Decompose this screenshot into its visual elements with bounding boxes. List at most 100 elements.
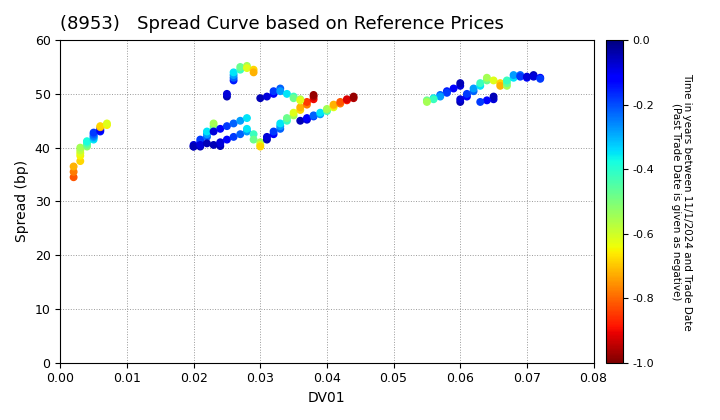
Point — [461, 93, 472, 100]
Point — [421, 99, 433, 105]
Point — [288, 109, 300, 116]
Point — [254, 143, 266, 150]
Point — [348, 93, 359, 100]
Point — [501, 82, 513, 89]
Point — [248, 136, 259, 143]
Point — [474, 82, 486, 89]
Point — [308, 112, 320, 119]
Text: (8953)   Spread Curve based on Reference Prices: (8953) Spread Curve based on Reference P… — [60, 15, 504, 33]
Point — [421, 97, 433, 104]
Point — [268, 91, 279, 97]
Point — [261, 136, 273, 143]
Point — [294, 107, 306, 113]
Point — [74, 144, 86, 151]
Point — [194, 136, 206, 143]
Point — [268, 131, 279, 138]
Point — [88, 131, 99, 138]
Point — [74, 152, 86, 159]
Point — [321, 105, 333, 112]
Point — [428, 95, 439, 102]
Point — [208, 120, 220, 127]
Point — [294, 104, 306, 111]
Point — [208, 142, 220, 148]
Point — [208, 123, 220, 129]
Point — [102, 120, 113, 127]
Point — [301, 99, 312, 105]
Point — [221, 91, 233, 97]
Point — [282, 118, 293, 124]
Point — [488, 93, 500, 100]
Point — [474, 99, 486, 105]
Point — [88, 136, 99, 143]
Point — [81, 140, 93, 147]
Point — [428, 96, 439, 102]
Point — [274, 120, 286, 127]
Point — [201, 131, 212, 138]
Point — [268, 88, 279, 94]
Point — [235, 66, 246, 73]
Point — [261, 93, 273, 100]
Point — [221, 93, 233, 100]
Point — [74, 158, 86, 165]
Point — [301, 115, 312, 121]
Point — [248, 69, 259, 76]
Y-axis label: Time in years between 11/1/2024 and Trade Date
(Past Trade Date is given as nega: Time in years between 11/1/2024 and Trad… — [671, 73, 693, 330]
Point — [461, 91, 472, 97]
Point — [468, 88, 480, 94]
Point — [188, 143, 199, 150]
Point — [254, 142, 266, 148]
Point — [315, 111, 326, 118]
Point — [335, 100, 346, 107]
Point — [515, 74, 526, 80]
Point — [515, 72, 526, 79]
Point — [328, 102, 339, 109]
Point — [488, 96, 500, 102]
Point — [441, 88, 453, 94]
Point — [235, 64, 246, 71]
Point — [468, 85, 480, 92]
Point — [88, 134, 99, 141]
Point — [228, 77, 239, 84]
Point — [241, 63, 253, 69]
Point — [508, 74, 519, 81]
Point — [288, 112, 300, 119]
Point — [315, 109, 326, 116]
Point — [341, 97, 353, 104]
Point — [215, 126, 226, 132]
Point — [282, 115, 293, 121]
Point — [68, 174, 79, 181]
Point — [194, 139, 206, 146]
Point — [254, 95, 266, 102]
Point — [454, 80, 466, 87]
Point — [228, 74, 239, 81]
Point — [481, 77, 492, 84]
Point — [94, 128, 106, 135]
Point — [235, 131, 246, 138]
Point — [215, 143, 226, 150]
Point — [474, 80, 486, 87]
Point — [201, 128, 212, 135]
Point — [241, 65, 253, 71]
Point — [274, 85, 286, 92]
Point — [241, 115, 253, 121]
Point — [294, 118, 306, 124]
Point — [228, 72, 239, 79]
Point — [228, 69, 239, 76]
Point — [534, 76, 546, 82]
Point — [308, 96, 320, 102]
Point — [254, 139, 266, 146]
Point — [528, 74, 539, 80]
Point — [228, 120, 239, 127]
Point — [94, 123, 106, 129]
Point — [221, 136, 233, 143]
X-axis label: DV01: DV01 — [308, 391, 346, 405]
Point — [321, 108, 333, 114]
Point — [81, 142, 93, 148]
Point — [81, 143, 93, 150]
Point — [288, 93, 300, 100]
Point — [308, 113, 320, 120]
Point — [441, 89, 453, 96]
Point — [274, 88, 286, 94]
Point — [454, 99, 466, 105]
Point — [102, 122, 113, 129]
